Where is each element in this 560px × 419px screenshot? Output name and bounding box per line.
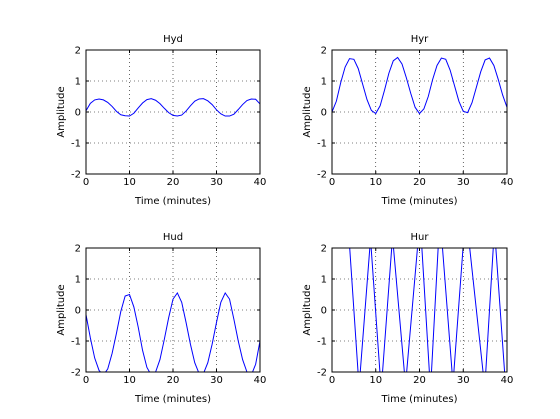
y-tick-label: -1 (71, 337, 81, 348)
x-tick-label: 0 (83, 375, 89, 386)
y-axis-label: Amplitude (302, 86, 313, 137)
y-tick-label: 0 (75, 108, 81, 119)
x-tick-label: 0 (83, 177, 89, 188)
x-tick-label: 30 (210, 375, 223, 386)
x-axis-label: Time (minutes) (134, 196, 211, 207)
y-axis-label: Amplitude (56, 284, 67, 335)
x-tick-label: 20 (167, 177, 180, 188)
y-tick-label: 1 (321, 275, 327, 286)
y-tick-label: 2 (321, 46, 327, 57)
y-tick-label: 2 (75, 244, 81, 255)
y-tick-label: 0 (321, 306, 327, 317)
x-axis-label: Time (minutes) (381, 394, 458, 405)
x-tick-label: 40 (254, 177, 267, 188)
x-tick-label: 40 (501, 177, 514, 188)
y-tick-label: 0 (321, 108, 327, 119)
series-line-1 (86, 98, 260, 117)
y-tick-label: 2 (75, 46, 81, 57)
subplot-1: 0 10 20 30 40 -2 -1 0 1 2 Hyd Time (minutes) Amplitu… (56, 34, 266, 207)
x-tick-label: 40 (254, 375, 267, 386)
x-tick-label: 20 (167, 375, 180, 386)
chart-title: Hyr (411, 34, 429, 45)
y-tick-label: -1 (317, 337, 327, 348)
x-tick-label: 20 (413, 375, 426, 386)
x-tick-label: 10 (369, 177, 382, 188)
x-tick-label: 0 (329, 177, 335, 188)
y-axis-label: Amplitude (302, 284, 313, 335)
x-tick-label: 40 (501, 375, 514, 386)
y-tick-label: 1 (75, 77, 81, 88)
x-axis-label: Time (minutes) (381, 196, 458, 207)
y-tick-label: -2 (71, 368, 81, 379)
y-tick-label: 2 (321, 244, 327, 255)
x-tick-label: 10 (369, 375, 382, 386)
y-tick-label: 1 (321, 77, 327, 88)
series-line-1 (86, 291, 260, 372)
x-axis-label: Time (minutes) (134, 394, 211, 405)
y-tick-label: -1 (71, 139, 81, 150)
y-tick-label: 0 (75, 306, 81, 317)
subplot-3: 0 10 20 30 40 -2 -1 0 1 2 Hud Time (minutes) Amplitu… (56, 232, 266, 405)
subplot-4: 0 10 20 30 40 -2 -1 0 1 2 Hur Time (minutes) Amplitu… (302, 232, 513, 405)
y-tick-label: -2 (71, 170, 81, 181)
series-line-1 (332, 56, 507, 115)
chart-title: Hud (163, 232, 183, 243)
x-tick-label: 30 (457, 177, 470, 188)
x-tick-label: 30 (210, 177, 223, 188)
y-tick-label: -1 (317, 139, 327, 150)
plot-area (86, 50, 260, 174)
y-axis-label: Amplitude (56, 86, 67, 137)
y-tick-label: -2 (317, 368, 327, 379)
x-tick-label: 10 (123, 177, 136, 188)
series-line-1 (349, 248, 506, 372)
x-tick-label: 30 (457, 375, 470, 386)
x-tick-label: 20 (413, 177, 426, 188)
x-tick-label: 0 (329, 375, 335, 386)
y-tick-label: -2 (317, 170, 327, 181)
y-tick-label: 1 (75, 275, 81, 286)
x-tick-label: 10 (123, 375, 136, 386)
chart-title: Hyd (163, 34, 183, 45)
subplot-2: 0 10 20 30 40 -2 -1 0 1 2 Hyr Time (minutes) Amplitu… (302, 34, 513, 207)
chart-title: Hur (411, 232, 430, 243)
